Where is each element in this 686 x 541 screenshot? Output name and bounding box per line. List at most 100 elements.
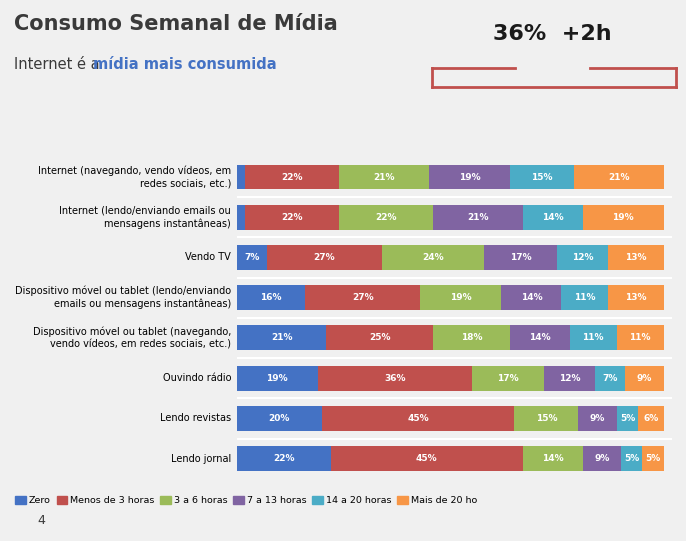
- Bar: [510, 326, 570, 351]
- Text: 21%: 21%: [467, 213, 488, 222]
- Bar: [237, 164, 245, 189]
- Bar: [421, 285, 501, 310]
- Text: 17%: 17%: [497, 374, 519, 382]
- Bar: [237, 285, 305, 310]
- Text: mídia mais consumida: mídia mais consumida: [93, 57, 276, 72]
- Bar: [557, 245, 608, 270]
- Bar: [237, 446, 331, 471]
- Text: 14%: 14%: [521, 293, 542, 302]
- Bar: [595, 366, 626, 391]
- Bar: [626, 366, 664, 391]
- Text: 27%: 27%: [314, 253, 335, 262]
- Bar: [544, 366, 595, 391]
- Text: 9%: 9%: [637, 374, 652, 382]
- Text: 13%: 13%: [625, 253, 647, 262]
- Text: 7%: 7%: [244, 253, 259, 262]
- Text: 20%: 20%: [269, 414, 290, 423]
- Text: 16%: 16%: [260, 293, 281, 302]
- Bar: [642, 446, 664, 471]
- Bar: [523, 446, 582, 471]
- Text: 21%: 21%: [608, 173, 630, 182]
- Text: 19%: 19%: [266, 374, 288, 382]
- Bar: [471, 366, 544, 391]
- Bar: [433, 205, 523, 230]
- Text: 19%: 19%: [459, 173, 480, 182]
- Text: 11%: 11%: [582, 333, 604, 342]
- Bar: [621, 446, 642, 471]
- Text: 22%: 22%: [281, 173, 303, 182]
- Text: 4: 4: [38, 514, 45, 527]
- Bar: [237, 406, 322, 431]
- Bar: [382, 245, 484, 270]
- Text: 45%: 45%: [407, 414, 429, 423]
- Bar: [561, 285, 608, 310]
- Bar: [501, 285, 561, 310]
- Bar: [638, 406, 664, 431]
- Text: 5%: 5%: [624, 454, 639, 463]
- Bar: [322, 406, 514, 431]
- Bar: [305, 285, 421, 310]
- Bar: [608, 245, 664, 270]
- Bar: [578, 406, 617, 431]
- Bar: [582, 446, 621, 471]
- Bar: [237, 205, 245, 230]
- Text: 13%: 13%: [625, 293, 647, 302]
- Text: 21%: 21%: [271, 333, 292, 342]
- Bar: [339, 164, 429, 189]
- Text: 9%: 9%: [594, 454, 609, 463]
- Bar: [510, 164, 574, 189]
- Bar: [237, 326, 327, 351]
- Text: 19%: 19%: [613, 213, 634, 222]
- Text: 45%: 45%: [416, 454, 438, 463]
- Text: 36%: 36%: [384, 374, 405, 382]
- Text: 24%: 24%: [423, 253, 444, 262]
- Text: 17%: 17%: [510, 253, 532, 262]
- Text: 25%: 25%: [369, 333, 390, 342]
- Bar: [523, 205, 582, 230]
- Bar: [245, 164, 339, 189]
- Bar: [617, 406, 638, 431]
- Text: 5%: 5%: [646, 454, 661, 463]
- Text: 22%: 22%: [375, 213, 397, 222]
- Bar: [514, 406, 578, 431]
- Text: 21%: 21%: [373, 173, 394, 182]
- Bar: [429, 164, 510, 189]
- Bar: [237, 366, 318, 391]
- Text: 12%: 12%: [559, 374, 580, 382]
- Bar: [327, 326, 433, 351]
- Bar: [570, 326, 617, 351]
- Bar: [237, 245, 267, 270]
- Bar: [617, 326, 664, 351]
- Bar: [339, 205, 433, 230]
- Text: 27%: 27%: [352, 293, 373, 302]
- Text: 7%: 7%: [603, 374, 618, 382]
- Text: 11%: 11%: [574, 293, 595, 302]
- Bar: [574, 164, 664, 189]
- Text: 18%: 18%: [461, 333, 482, 342]
- Legend: Zero, Menos de 3 horas, 3 a 6 horas, 7 a 13 horas, 14 a 20 horas, Mais de 20 ho: Zero, Menos de 3 horas, 3 a 6 horas, 7 a…: [12, 492, 481, 509]
- Bar: [484, 245, 557, 270]
- Bar: [267, 245, 382, 270]
- Text: 14%: 14%: [529, 333, 551, 342]
- Text: 22%: 22%: [281, 213, 303, 222]
- Text: 14%: 14%: [542, 213, 563, 222]
- Text: 19%: 19%: [450, 293, 472, 302]
- Text: 11%: 11%: [630, 333, 651, 342]
- Text: 36%  +2h: 36% +2h: [493, 24, 611, 44]
- Bar: [331, 446, 523, 471]
- Text: 9%: 9%: [590, 414, 605, 423]
- Text: 6%: 6%: [643, 414, 659, 423]
- Text: Consumo Semanal de Mídia: Consumo Semanal de Mídia: [14, 14, 338, 34]
- Text: 22%: 22%: [273, 454, 294, 463]
- Text: Internet é a: Internet é a: [14, 57, 104, 72]
- Bar: [245, 205, 339, 230]
- Bar: [318, 366, 471, 391]
- Text: 5%: 5%: [620, 414, 635, 423]
- Text: 15%: 15%: [536, 414, 557, 423]
- Bar: [608, 285, 664, 310]
- Text: 12%: 12%: [572, 253, 593, 262]
- Text: 14%: 14%: [542, 454, 563, 463]
- Bar: [582, 205, 664, 230]
- Bar: [433, 326, 510, 351]
- Text: 15%: 15%: [531, 173, 553, 182]
